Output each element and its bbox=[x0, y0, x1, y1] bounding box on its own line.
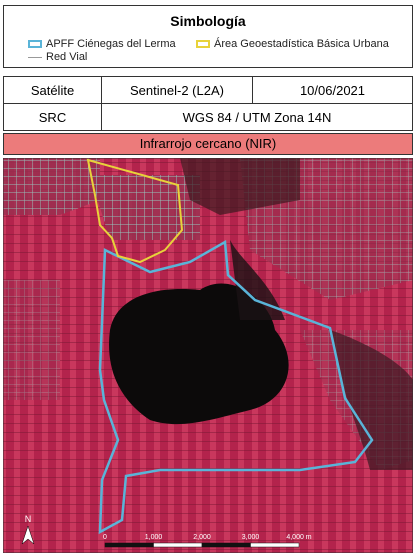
cell: SRC bbox=[3, 103, 102, 131]
legend-label: Área Geoestadística Básica Urbana bbox=[214, 38, 389, 50]
legend-item: Área Geoestadística Básica Urbana bbox=[196, 38, 389, 50]
cell: Satélite bbox=[3, 76, 102, 104]
legend-item: APFF Ciénegas del Lerma bbox=[28, 38, 176, 50]
legend: Simbología APFF Ciénegas del Lerma Área … bbox=[3, 5, 413, 68]
north-label: N bbox=[25, 514, 32, 524]
legend-label: APFF Ciénegas del Lerma bbox=[46, 38, 176, 50]
scale-label: 3,000 bbox=[242, 534, 260, 541]
legend-item: Red Vial bbox=[28, 51, 87, 63]
legend-title: Simbología bbox=[170, 13, 246, 29]
cell: 10/06/2021 bbox=[252, 76, 413, 104]
scale-segment bbox=[250, 542, 300, 548]
map-image bbox=[3, 158, 413, 553]
scale-label: 2,000 bbox=[193, 534, 211, 541]
scale-bar: 0 1,000 2,000 3,000 4,000 m bbox=[103, 534, 312, 548]
band-label: Infrarrojo cercano (NIR) bbox=[3, 133, 413, 155]
scale-segment bbox=[201, 542, 251, 548]
scale-label: 4,000 m bbox=[286, 534, 311, 541]
scale-label: 1,000 bbox=[145, 534, 163, 541]
scale-segment bbox=[153, 542, 203, 548]
cell: WGS 84 / UTM Zona 14N bbox=[101, 103, 413, 131]
scale-label: 0 bbox=[103, 534, 107, 541]
legend-label: Red Vial bbox=[46, 51, 88, 63]
info-table: Satélite Sentinel-2 (L2A) 10/06/2021 SRC WG… bbox=[3, 76, 413, 131]
north-arrow: N bbox=[21, 514, 35, 545]
scale-segment bbox=[104, 542, 154, 548]
